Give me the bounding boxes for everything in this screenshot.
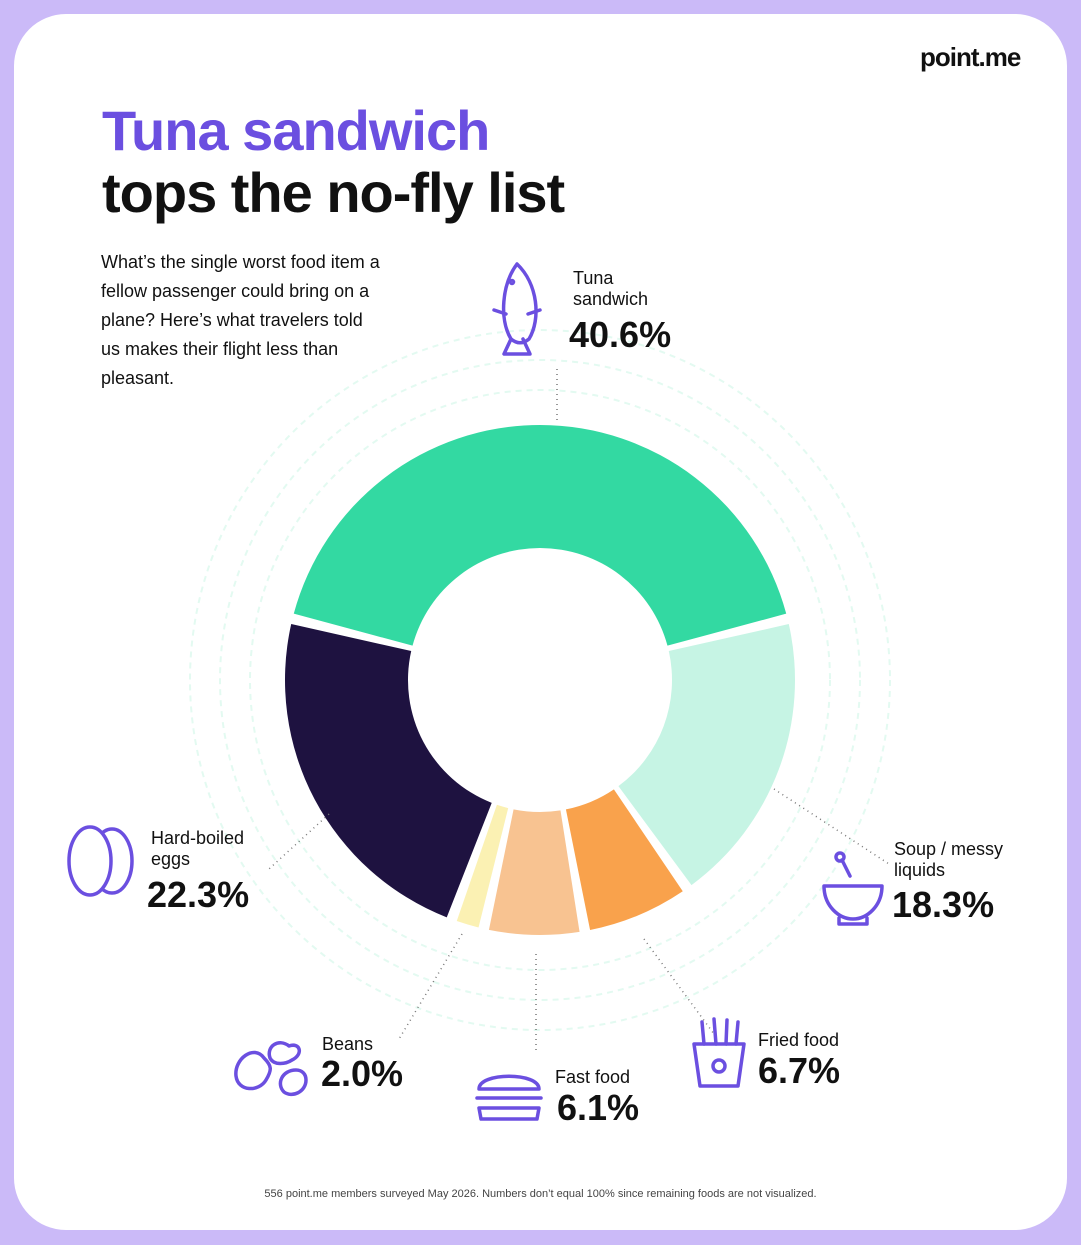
description: What’s the single worst food item a fell… bbox=[101, 252, 380, 388]
donut-segment bbox=[488, 809, 580, 935]
beans-icon bbox=[234, 1041, 308, 1097]
eggs-icon bbox=[67, 825, 134, 897]
category-label: Fast food bbox=[555, 1067, 631, 1087]
donut-segment bbox=[565, 789, 683, 931]
wave-ring bbox=[249, 389, 831, 971]
icons bbox=[67, 262, 884, 1121]
title-highlight: Tuna sandwich bbox=[102, 99, 490, 162]
title: tops the no-fly list bbox=[102, 161, 565, 224]
card: point.me Tuna sandwich tops the no-fly l… bbox=[14, 14, 1067, 1230]
donut-segment bbox=[618, 624, 796, 886]
fish-icon bbox=[492, 262, 542, 356]
leader-line bbox=[773, 788, 890, 865]
value-label: 18.3% bbox=[892, 884, 995, 925]
chart bbox=[67, 262, 891, 1121]
burger-icon bbox=[475, 1074, 543, 1121]
donut-segment bbox=[456, 804, 509, 928]
fries-icon bbox=[692, 1017, 746, 1088]
value-label: 40.6% bbox=[569, 314, 672, 355]
donut-segment bbox=[293, 425, 787, 646]
decor bbox=[189, 329, 891, 1031]
value-label: 22.3% bbox=[147, 874, 250, 915]
category-label: Fried food bbox=[758, 1030, 840, 1050]
leader-line bbox=[643, 938, 715, 1035]
leaders bbox=[268, 369, 890, 1054]
wave-ring bbox=[189, 329, 891, 1031]
value-label: 6.7% bbox=[758, 1050, 841, 1091]
leader-line bbox=[398, 933, 463, 1040]
leader-line bbox=[268, 813, 330, 870]
donut bbox=[284, 425, 796, 935]
donut-segment bbox=[284, 624, 492, 918]
wave-ring bbox=[219, 359, 861, 1001]
category-label: Beans bbox=[322, 1034, 374, 1054]
bowl-icon bbox=[822, 851, 884, 926]
category-label: Tuna sandwich bbox=[573, 268, 649, 309]
value-label: 2.0% bbox=[321, 1053, 404, 1094]
brand-logo: point.me bbox=[920, 42, 1021, 72]
footnote: 556 point.me members surveyed May 2026. … bbox=[264, 1188, 817, 1200]
category-label: Soup / messy liquids bbox=[894, 839, 1004, 880]
category-label: Hard-boiled eggs bbox=[151, 828, 245, 869]
value-label: 6.1% bbox=[557, 1087, 640, 1128]
